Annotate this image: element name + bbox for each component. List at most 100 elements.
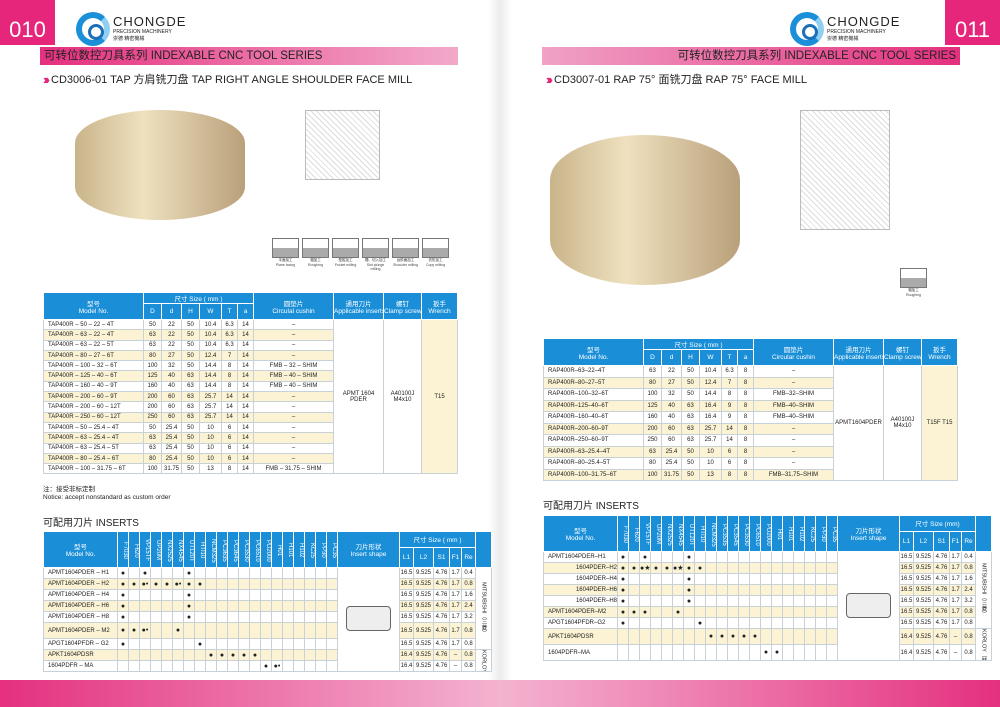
grade-mark xyxy=(205,660,217,672)
grade-header: PD2000 xyxy=(760,515,772,552)
grade-mark: ● xyxy=(749,628,761,645)
grade-mark xyxy=(760,573,772,585)
grade-mark xyxy=(293,578,305,590)
grade-mark xyxy=(804,617,816,629)
: Applicable inserts xyxy=(834,353,884,361)
value-cell: – xyxy=(253,401,334,413)
grade-mark xyxy=(139,589,151,601)
grade-header: KC25 xyxy=(304,531,316,568)
grade-mark: ● xyxy=(650,562,662,574)
grade-mark: ● xyxy=(183,578,195,590)
value-cell: 8 xyxy=(737,468,754,481)
grade-mark: ● xyxy=(760,644,772,661)
value-cell: FMB–31.75–SHIM xyxy=(753,468,834,481)
value-cell: 14 xyxy=(237,442,254,454)
value-cell: 25.7 xyxy=(199,391,222,403)
size-cell: 0.8 xyxy=(460,578,477,590)
grade-mark xyxy=(326,638,338,650)
grade-mark xyxy=(293,589,305,601)
grade-mark xyxy=(249,567,261,579)
table-row: RAP400R–63–25.4–4T 63 25.4 50 10 6 8– xyxy=(543,445,958,458)
table-row: RAP400R–100–32–6T 100 32 50 14.4 8 8 FMB–32–SHI… xyxy=(543,388,958,401)
machining-icon-image xyxy=(392,238,419,258)
grade-mark xyxy=(194,622,206,639)
value-cell: 63 xyxy=(181,401,200,413)
size-cell: 4.76 xyxy=(433,611,450,623)
value-cell: 14 xyxy=(237,370,254,382)
model-cell: TAP400R – 50 – 25.4 – 4T xyxy=(43,421,144,434)
value-cell: 63 xyxy=(643,445,662,458)
grade-mark xyxy=(782,644,794,661)
grade-mark: ● xyxy=(683,562,695,574)
grade-mark xyxy=(172,649,184,661)
machining-icon: 型腔加工 Pocket milling xyxy=(332,238,359,271)
value-cell: 80 xyxy=(643,457,662,470)
size-cell: 1.7 xyxy=(949,595,962,607)
value-cell: 25.4 xyxy=(161,432,182,444)
grade-mark xyxy=(260,638,272,650)
grade-mark xyxy=(771,584,783,596)
value-cell: 50 xyxy=(143,318,162,331)
grade-mark xyxy=(804,595,816,607)
header-inserts: 通用刀片 Applicable inserts xyxy=(333,292,384,320)
: Model No. xyxy=(65,551,96,558)
insert-model: APMT1604PDER – H4 xyxy=(43,589,118,601)
brand-mitsubishi: MITSUBISHI（三菱） xyxy=(975,551,993,629)
value-cell: 63 xyxy=(181,411,200,423)
spec-table: 型号 Model No. 尺寸 Size ( mm ) 圆垫片 Circular cus… xyxy=(543,338,958,481)
value-cell: 27 xyxy=(161,349,182,362)
model-cell: RAP400R–125–40–6T xyxy=(543,399,644,412)
header-cushion: 圆垫片 Circular cushin xyxy=(753,338,834,366)
page-number: 011 xyxy=(945,0,1000,45)
size-cell: 0.8 xyxy=(960,628,977,645)
header-D: D xyxy=(643,349,662,366)
size-cell: 1.7 xyxy=(949,606,962,618)
machining-icon-en: Pocket milling xyxy=(334,263,357,267)
size-cell: 4.76 xyxy=(433,600,450,612)
grade-header: PD2000 xyxy=(260,531,272,568)
grade-mark xyxy=(694,551,706,563)
grade-header: NCM325 xyxy=(205,531,217,568)
grade-header: UP20M xyxy=(150,531,162,568)
grade-mark xyxy=(282,611,294,623)
grade-mark: ● xyxy=(617,617,629,629)
value-cell: 14 xyxy=(237,318,254,331)
grade-mark xyxy=(304,622,316,639)
grade-header: UT120T xyxy=(683,515,695,552)
grade-mark xyxy=(782,595,794,607)
grade-mark xyxy=(639,584,651,596)
machining-icon-cn: 槽、切入加工 xyxy=(365,258,386,262)
grade-header: F620 xyxy=(628,515,640,552)
grade-mark: ● xyxy=(260,660,272,672)
size-cell: 9.525 xyxy=(413,567,434,579)
grade-mark xyxy=(826,606,838,618)
grade-mark xyxy=(172,589,184,601)
: 圆垫片 xyxy=(783,346,804,354)
grade-mark xyxy=(650,595,662,607)
grade-mark xyxy=(293,611,305,623)
header-Re: Re xyxy=(460,546,477,569)
value-cell: 60 xyxy=(661,434,682,447)
brand-chinese: 崇德 精密機械 xyxy=(113,36,145,42)
model-cell: TAP400R – 80 – 27 – 6T xyxy=(43,349,144,362)
size-cell: 16.5 xyxy=(899,551,914,563)
grade-header: F7030 xyxy=(117,531,129,568)
size-cell: 16.5 xyxy=(399,638,414,650)
: 圆垫片 xyxy=(283,300,304,308)
model-cell: TAP400R – 63 – 22 – 5T xyxy=(43,339,144,351)
grade-mark xyxy=(650,573,662,585)
grade-mark xyxy=(628,595,640,607)
value-cell: 63 xyxy=(181,380,200,393)
size-cell: 4.76 xyxy=(933,562,950,574)
grade-mark xyxy=(672,644,684,661)
value-cell: 50 xyxy=(181,421,200,434)
table-row: TAP400R – 63 – 22 – 4T 63 22 50 10.4 6.3 14– xyxy=(43,329,458,341)
grade-mark xyxy=(216,638,228,650)
machining-icon-image xyxy=(332,238,359,258)
: Wrench xyxy=(428,307,451,315)
grade-mark xyxy=(315,611,327,623)
left-page: 010 CHONGDE PRECISION MACHINERY 崇德 精密機械 可转位数… xyxy=(0,0,500,680)
size-cell: 9.525 xyxy=(913,584,934,596)
value-cell: 14 xyxy=(237,349,254,362)
model-cell: TAP400R – 63 – 25.4 – 4T xyxy=(43,432,144,444)
